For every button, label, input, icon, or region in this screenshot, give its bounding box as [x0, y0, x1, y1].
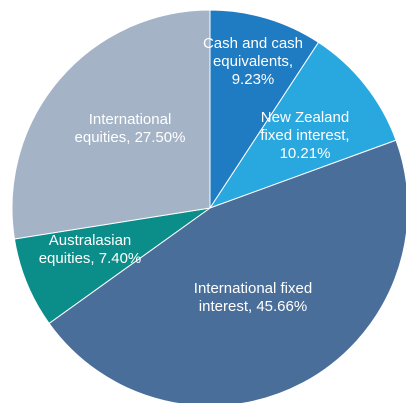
- slice-label-line: International fixed: [194, 280, 312, 297]
- slice-label-line: equities, 7.40%: [39, 250, 142, 267]
- pie-slice: [208, 41, 397, 209]
- slice-label: New Zealand fixed interest, 10.21%: [260, 109, 349, 162]
- slice-label-line: equities, 27.50%: [75, 129, 186, 146]
- slice-label: International fixed interest, 45.66%: [194, 280, 312, 315]
- slice-label-line: 9.23%: [232, 71, 275, 88]
- pie-slice: [11, 9, 211, 240]
- slice-label: Cash and cash equivalents, 9.23%: [203, 35, 303, 88]
- slice-label-line: interest, 45.66%: [199, 298, 307, 315]
- pie-slice: [209, 9, 320, 210]
- slice-label-line: Cash and cash: [203, 35, 303, 52]
- slice-label-line: equivalents,: [213, 53, 293, 70]
- slice-label: International equities, 27.50%: [75, 111, 186, 146]
- slice-label-line: 10.21%: [280, 145, 331, 162]
- pie-slice: [48, 139, 406, 403]
- slice-label-line: International: [89, 111, 172, 128]
- slice-label-line: New Zealand: [261, 109, 349, 126]
- slice-label: Australasian equities, 7.40%: [39, 232, 142, 267]
- slice-label-line: fixed interest,: [260, 127, 349, 144]
- slice-label-line: Australasian: [49, 232, 132, 249]
